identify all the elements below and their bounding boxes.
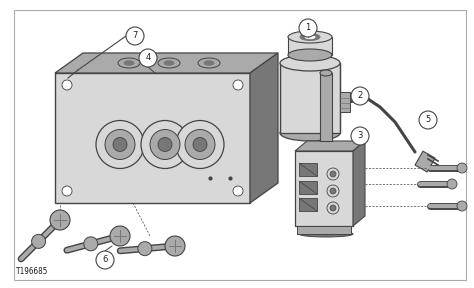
Bar: [320, 73, 332, 141]
Ellipse shape: [300, 33, 320, 41]
Ellipse shape: [204, 61, 214, 65]
Circle shape: [419, 111, 437, 129]
Text: 6: 6: [102, 255, 108, 264]
Circle shape: [457, 201, 467, 211]
Circle shape: [110, 226, 130, 246]
Bar: [280, 63, 340, 133]
Circle shape: [185, 130, 215, 160]
Ellipse shape: [299, 231, 353, 237]
Text: 2: 2: [357, 92, 363, 101]
Circle shape: [233, 80, 243, 90]
Polygon shape: [55, 53, 278, 73]
Text: T196685: T196685: [16, 267, 48, 276]
Circle shape: [138, 242, 152, 256]
Circle shape: [457, 163, 467, 173]
Circle shape: [165, 236, 185, 256]
Circle shape: [351, 87, 369, 105]
Bar: [340, 92, 350, 112]
Bar: [288, 37, 332, 55]
Ellipse shape: [288, 49, 332, 61]
Circle shape: [96, 120, 144, 168]
Circle shape: [327, 202, 339, 214]
Ellipse shape: [280, 55, 340, 71]
Circle shape: [330, 171, 336, 177]
Circle shape: [50, 210, 70, 230]
Bar: [297, 226, 351, 234]
Circle shape: [62, 80, 72, 90]
Circle shape: [330, 188, 336, 194]
Text: 5: 5: [425, 115, 430, 124]
Circle shape: [150, 130, 180, 160]
Polygon shape: [295, 141, 365, 151]
Circle shape: [233, 186, 243, 196]
Circle shape: [351, 127, 369, 145]
Circle shape: [84, 237, 98, 251]
Circle shape: [126, 27, 144, 45]
Circle shape: [139, 49, 157, 67]
Circle shape: [96, 251, 114, 269]
Polygon shape: [250, 53, 278, 203]
Circle shape: [105, 130, 135, 160]
Ellipse shape: [118, 58, 140, 68]
Polygon shape: [353, 141, 365, 226]
Ellipse shape: [288, 31, 332, 43]
Circle shape: [330, 205, 336, 211]
Text: 7: 7: [132, 31, 137, 41]
Circle shape: [113, 137, 127, 151]
Bar: [299, 181, 317, 194]
Circle shape: [193, 137, 207, 151]
Circle shape: [158, 137, 172, 151]
Ellipse shape: [280, 125, 340, 141]
Ellipse shape: [164, 61, 174, 65]
Ellipse shape: [320, 70, 332, 76]
Circle shape: [327, 168, 339, 180]
Circle shape: [141, 120, 189, 168]
Circle shape: [32, 234, 46, 248]
Circle shape: [176, 120, 224, 168]
Ellipse shape: [158, 58, 180, 68]
Bar: [415, 151, 435, 172]
Text: 1: 1: [305, 24, 310, 33]
Circle shape: [62, 186, 72, 196]
Ellipse shape: [124, 61, 134, 65]
Ellipse shape: [305, 35, 315, 39]
Bar: [299, 163, 317, 176]
Circle shape: [327, 185, 339, 197]
Ellipse shape: [198, 58, 220, 68]
Text: 4: 4: [146, 54, 151, 62]
Bar: [299, 198, 317, 211]
Bar: [295, 151, 353, 226]
Circle shape: [447, 179, 457, 189]
Bar: [55, 73, 250, 203]
Text: 3: 3: [357, 132, 363, 141]
Circle shape: [299, 19, 317, 37]
